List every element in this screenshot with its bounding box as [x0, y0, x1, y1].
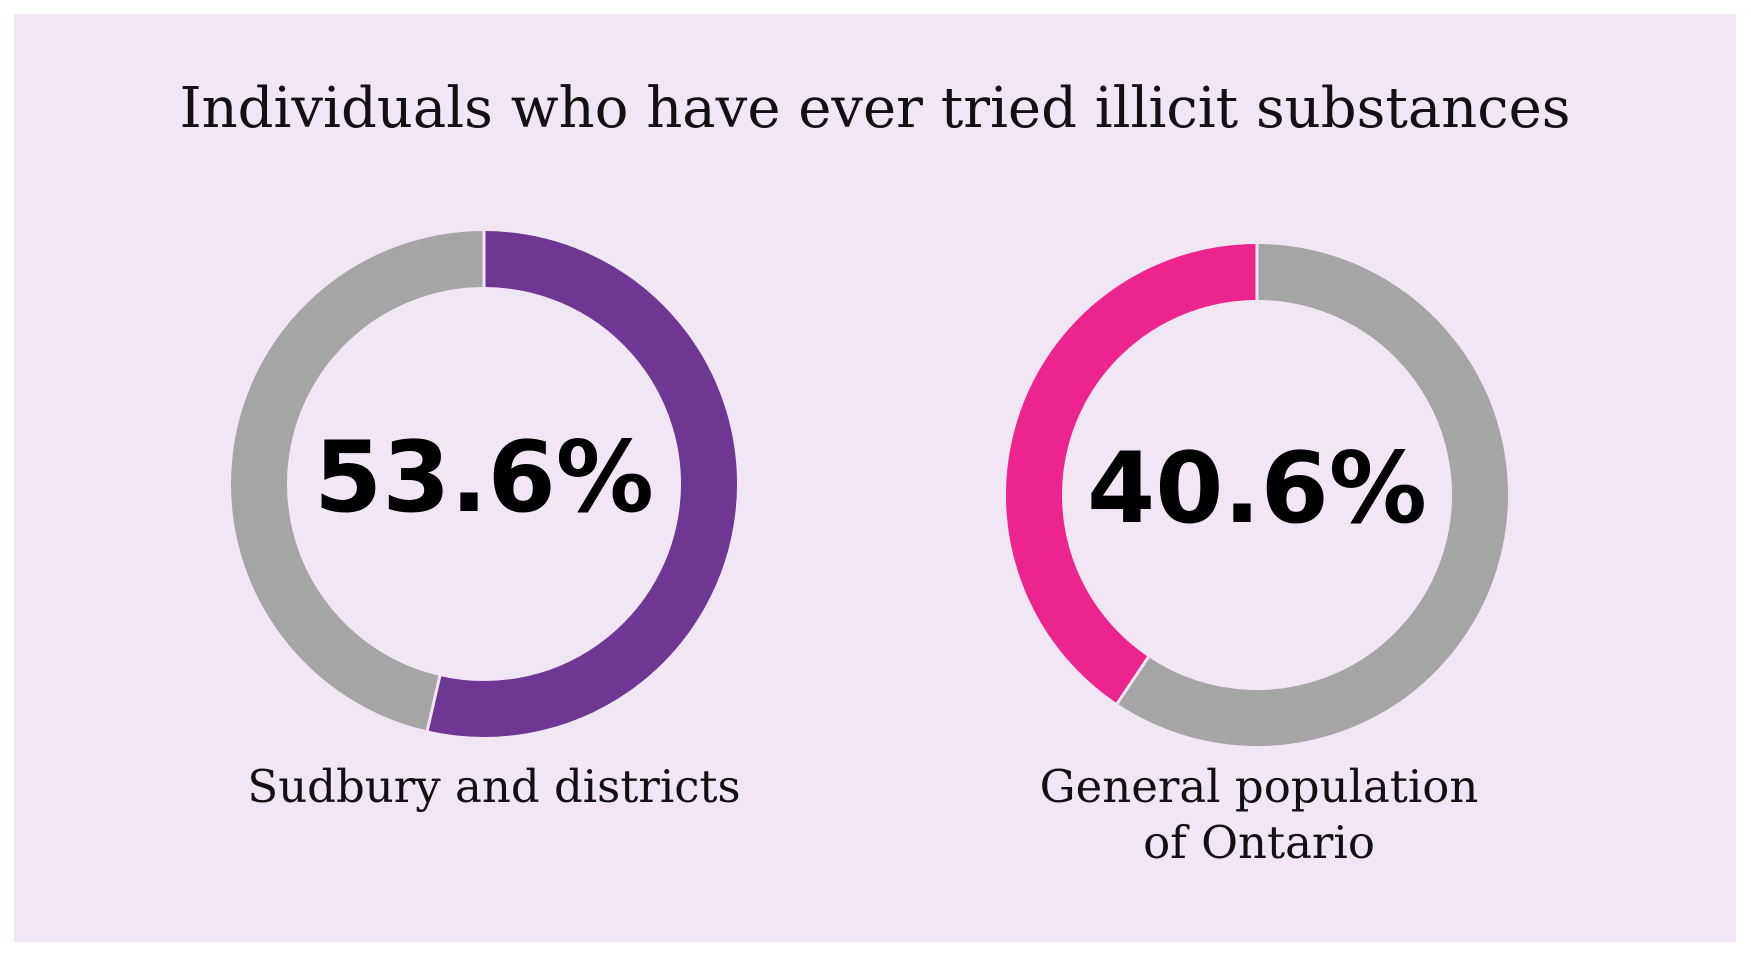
donut-sudbury — [231, 230, 737, 737]
caption-sudbury: Sudbury and districts — [247, 760, 741, 813]
donut-ontario — [1006, 243, 1508, 746]
donut-remainder-segment — [1117, 244, 1508, 746]
percentage-label-sudbury: 53.6% — [314, 421, 654, 535]
chart-title: Individuals who have ever tried illicit … — [179, 76, 1571, 141]
donut-value-segment — [1006, 244, 1258, 704]
percentage-label-ontario: 40.6% — [1087, 432, 1427, 546]
donut-charts: 53.6% 40.6% — [231, 230, 1508, 746]
segment-divider — [1115, 655, 1151, 706]
segment-divider — [425, 674, 442, 732]
caption-ontario: General population of Ontario — [1039, 760, 1479, 870]
chart-panel: Individuals who have ever tried illicit … — [14, 14, 1736, 942]
donut-remainder-segment — [231, 231, 485, 731]
donut-value-segment — [427, 231, 737, 737]
